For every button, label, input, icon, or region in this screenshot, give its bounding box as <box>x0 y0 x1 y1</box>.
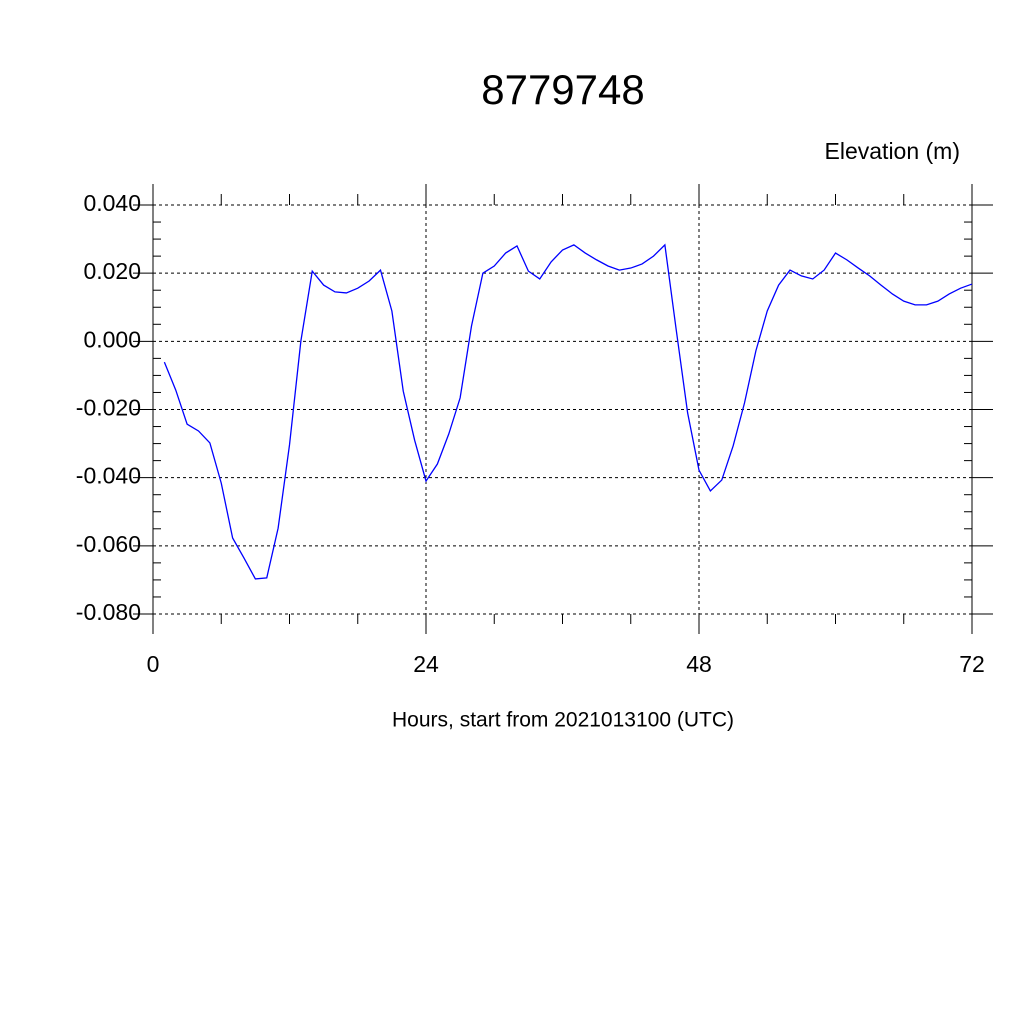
x-tick-label: 0 <box>147 651 160 677</box>
x-tick-label: 24 <box>413 651 439 677</box>
y-tick-label: 0.000 <box>83 326 141 352</box>
x-tick-label: 72 <box>959 651 985 677</box>
y-tick-label: 0.020 <box>83 258 141 284</box>
y-tick-label: -0.060 <box>76 531 141 557</box>
y-tick-label: -0.020 <box>76 395 141 421</box>
y-tick-label: 0.040 <box>83 190 141 216</box>
x-tick-label: 48 <box>686 651 712 677</box>
chart-title: 8779748 <box>481 66 645 113</box>
x-axis-label: Hours, start from 2021013100 (UTC) <box>392 709 734 732</box>
data-line <box>163 243 973 580</box>
y-axis-label: Elevation (m) <box>825 138 960 164</box>
y-tick-label: -0.080 <box>76 599 141 625</box>
y-tick-label: -0.040 <box>76 463 141 489</box>
